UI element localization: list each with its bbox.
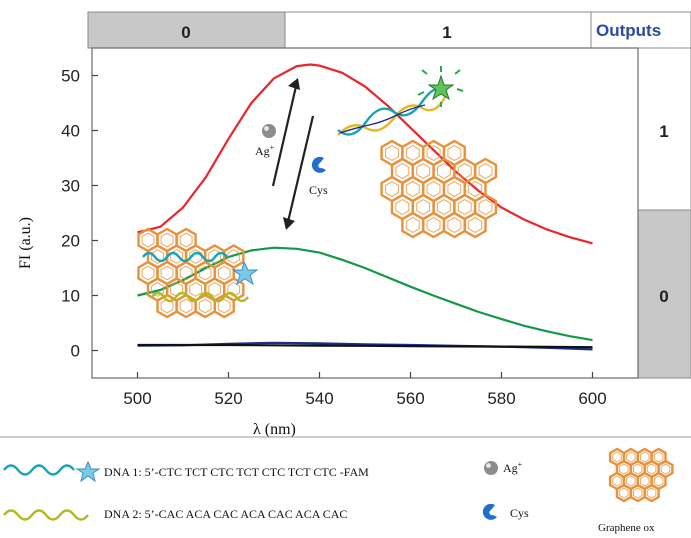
input-cell-1: [284, 11, 592, 49]
adsorbed-dna1: [142, 251, 228, 263]
ag-label: Ag+: [255, 143, 275, 158]
legend-dna2-label: DNA 2: 5’-CAC ACA CAC ACA CAC ACA CAC: [104, 507, 347, 521]
adsorbed-fam-star-icon: [231, 260, 259, 286]
ag-ion-icon: [262, 124, 276, 138]
x-tick-label: 540: [305, 389, 333, 408]
output-cell-0: [637, 209, 691, 379]
arrow-up-shaft: [271, 81, 299, 187]
legend-ag-label: Ag+: [503, 460, 523, 475]
y-tick-label: 50: [61, 67, 80, 86]
graphene-hexagon: [615, 483, 633, 503]
x-tick-label: 520: [214, 389, 242, 408]
y-tick-label: 40: [61, 122, 80, 141]
legend-cys-label: Cys: [510, 506, 529, 520]
cys-label: Cys: [309, 183, 328, 197]
graphene-hexagon: [422, 211, 446, 239]
adsorbed-dna2: [151, 291, 249, 303]
series-group: [137, 63, 593, 351]
cys-annotation: Cys: [309, 156, 328, 197]
outputs-cell: [590, 11, 691, 49]
fam-star-icon: [427, 74, 455, 101]
x-tick-label: 600: [578, 389, 606, 408]
x-tick-label: 580: [487, 389, 515, 408]
x-tick-label: 500: [123, 389, 151, 408]
legend-cys-icon: [482, 503, 497, 520]
y-tick-label: 20: [61, 232, 80, 251]
graphene-hexagon: [401, 211, 425, 239]
arrow-down-shaft: [285, 115, 315, 227]
y-axis-title: FI (a.u.): [17, 217, 34, 269]
legend: DNA 1: 5’-CTC TCT CTC TCT CTC TCT CTC -F…: [3, 447, 674, 534]
cys-icon: [311, 156, 326, 173]
series-line-0: [137, 63, 593, 245]
output-cell-1: [637, 47, 691, 211]
x-axis-title: λ (nm): [253, 421, 296, 438]
series-line-3: [137, 343, 593, 349]
legend-dna1-strand: [3, 464, 75, 476]
adsorbed-dna: [142, 251, 259, 303]
input-cell-0: [87, 11, 286, 49]
input-label-0: 0: [181, 23, 190, 42]
graphene-hexagon: [629, 483, 646, 503]
legend-dna1-label: DNA 1: 5’-CTC TCT CTC TCT CTC TCT CTC -F…: [104, 465, 369, 479]
legend-dna2-strand: [3, 509, 89, 521]
arrow-down-head: [283, 217, 295, 230]
graphene-sheet-left: [137, 227, 245, 319]
x-tick-label: 560: [396, 389, 424, 408]
arrow-up-head: [288, 78, 300, 90]
legend-graphene-icon: [608, 447, 674, 503]
y-axis: 0 10 20 30 40 50: [61, 67, 98, 361]
switch-arrows: [271, 78, 315, 230]
plot-frame: [91, 47, 639, 379]
legend-ag-icon: [484, 461, 498, 475]
graphene-hexagon: [175, 293, 197, 319]
series-line-1: [137, 246, 593, 342]
helix-strand-1: [337, 94, 448, 136]
legend-graphene-label: Graphene ox: [598, 522, 655, 534]
helix-strand-2: [337, 87, 447, 136]
outputs-label: Outputs: [596, 21, 661, 40]
truth-table-outputs: 1 0: [637, 47, 691, 379]
input-label-1: 1: [442, 23, 451, 42]
ag-annotation: Ag+: [255, 124, 276, 158]
graphene-hexagon: [643, 483, 660, 503]
graphene-sheet-right: [380, 139, 498, 239]
truth-table-header: 0 1 Outputs: [87, 11, 691, 49]
output-label-0: 0: [659, 287, 668, 306]
graphene-hexagon: [463, 211, 487, 239]
free-dna-fam: [337, 66, 464, 136]
y-tick-label: 10: [61, 287, 80, 306]
x-axis: 500 520 540 560 580 600: [123, 372, 607, 408]
graphene-hexagon: [442, 211, 466, 239]
output-label-1: 1: [659, 122, 668, 141]
y-tick-label: 0: [71, 342, 80, 361]
legend-fam-star-icon: [75, 460, 101, 483]
y-tick-label: 30: [61, 177, 80, 196]
